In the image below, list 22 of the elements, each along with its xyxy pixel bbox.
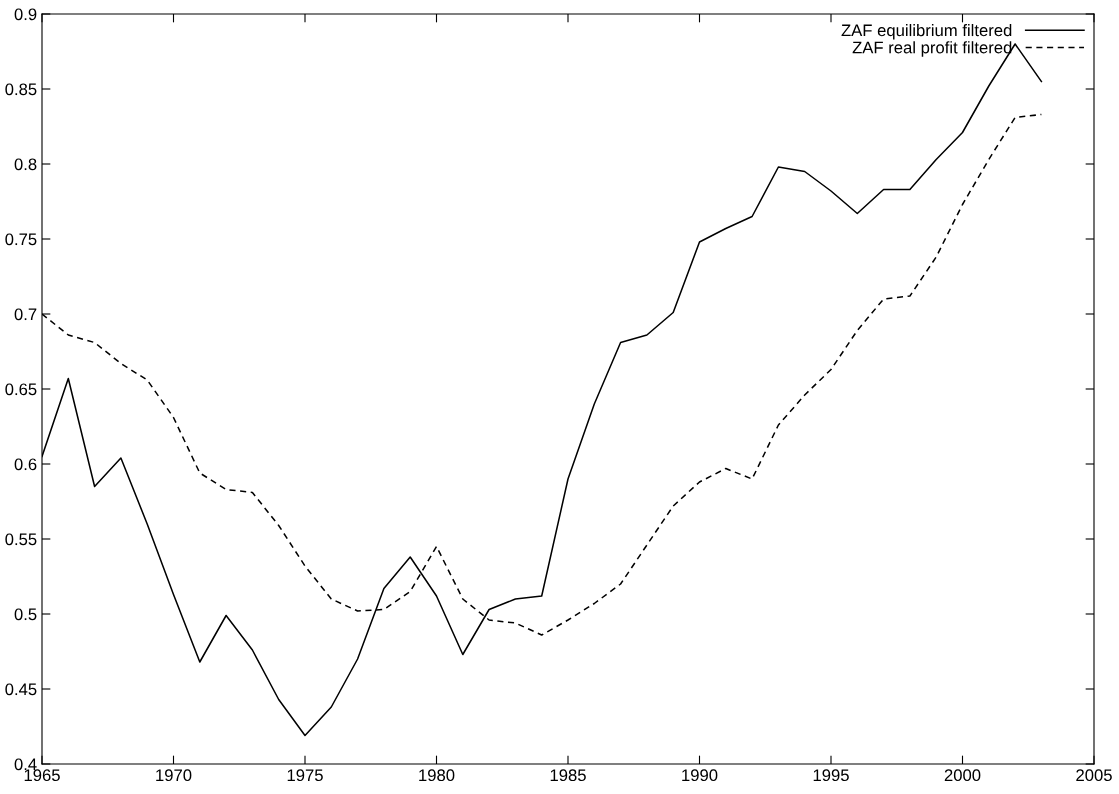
y-tick-label: 0.65 bbox=[5, 383, 37, 396]
x-tick-label: 1970 bbox=[156, 769, 192, 782]
x-tick-label: 1985 bbox=[550, 769, 586, 782]
legend-label: ZAF equilibrium filtered bbox=[841, 24, 1012, 40]
y-tick-label: 0.6 bbox=[14, 458, 37, 471]
legend-label: ZAF real profit filtered bbox=[852, 41, 1012, 57]
y-tick-label: 0.85 bbox=[5, 83, 37, 96]
y-tick-label: 0.8 bbox=[14, 158, 37, 171]
x-tick-label: 1965 bbox=[24, 769, 60, 782]
y-tick-label: 0.7 bbox=[14, 308, 37, 321]
x-tick-label: 2005 bbox=[1076, 769, 1112, 782]
y-tick-label: 0.45 bbox=[5, 683, 37, 696]
x-tick-label: 1990 bbox=[682, 769, 718, 782]
x-tick-label: 1975 bbox=[287, 769, 323, 782]
y-tick-label: 0.4 bbox=[14, 758, 37, 771]
x-tick-label: 2000 bbox=[944, 769, 981, 782]
y-tick-label: 0.5 bbox=[14, 608, 37, 621]
x-tick-label: 1995 bbox=[813, 769, 849, 782]
x-tick-label: 1980 bbox=[419, 769, 455, 782]
y-tick-label: 0.55 bbox=[5, 533, 37, 546]
y-tick-label: 0.75 bbox=[5, 233, 37, 246]
y-tick-label: 0.9 bbox=[14, 8, 37, 21]
